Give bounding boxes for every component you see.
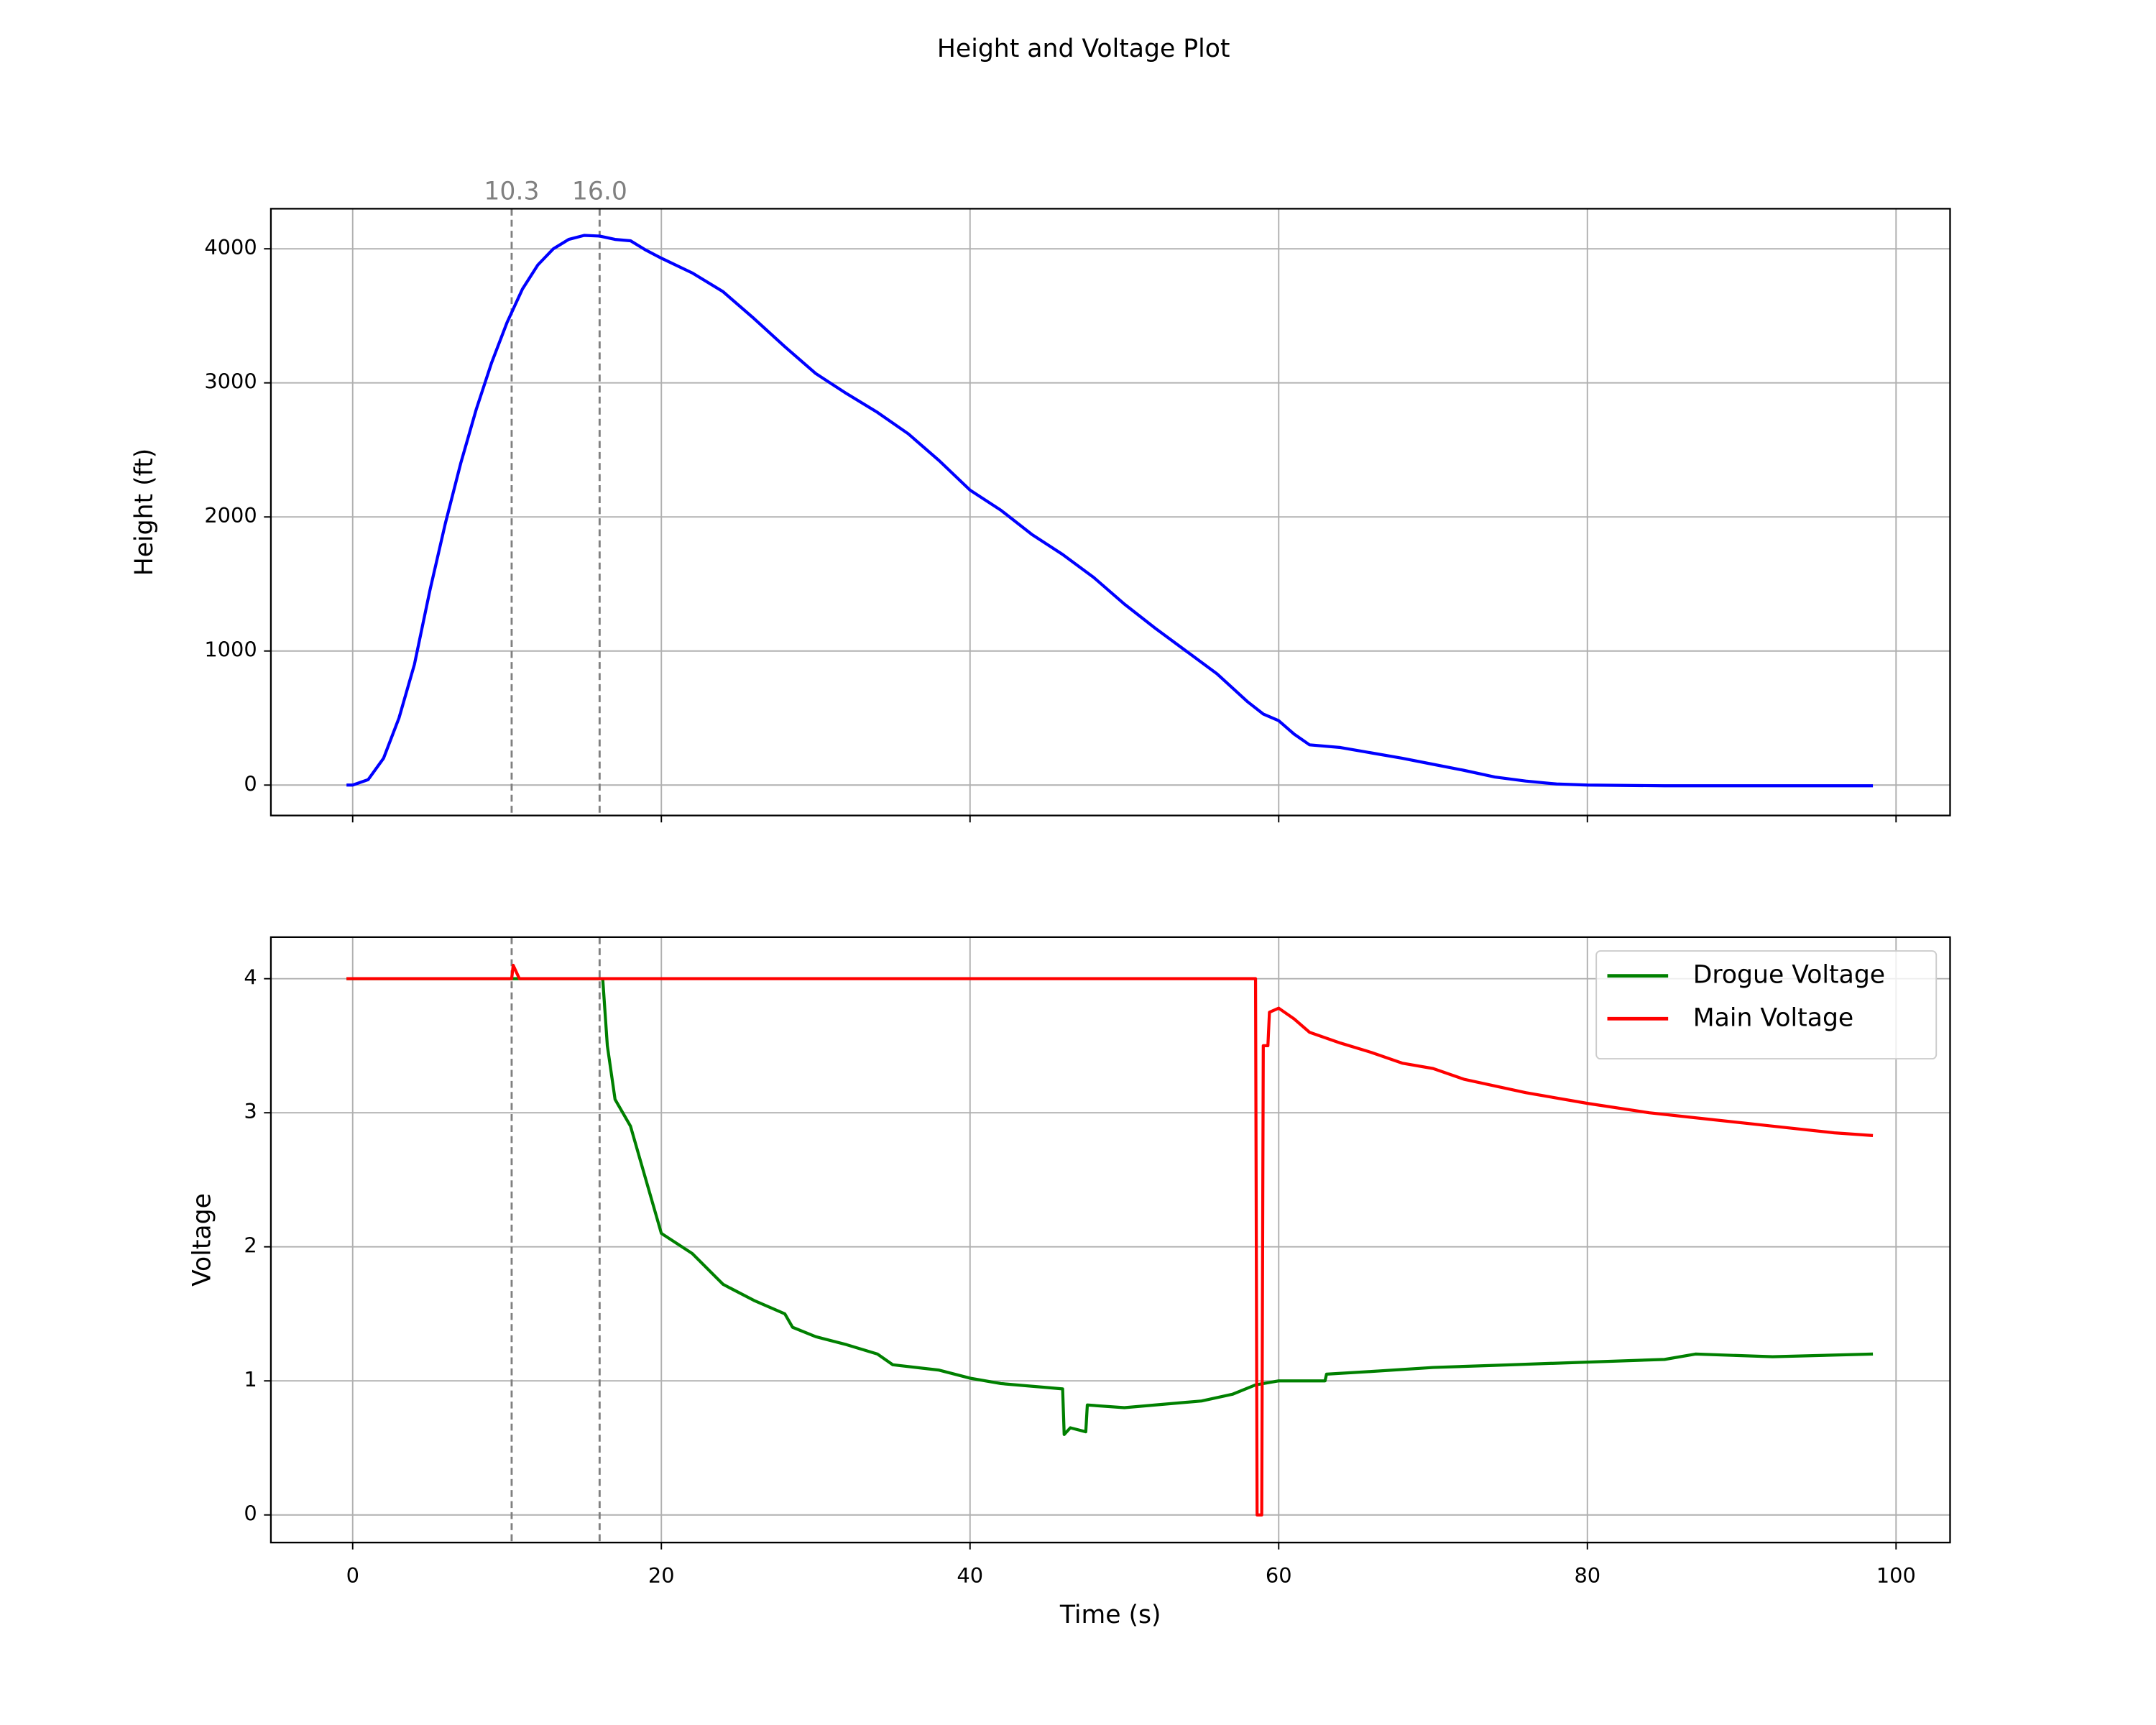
x-tick-label: 80 <box>1574 1563 1600 1588</box>
y-axis-label: Voltage <box>188 1193 217 1287</box>
figure-title: Height and Voltage Plot <box>937 34 1230 63</box>
y-tick-label: 1 <box>244 1367 257 1392</box>
y-tick-label: 4000 <box>204 235 257 259</box>
legend-label: Drogue Voltage <box>1693 961 1885 990</box>
data-line <box>346 977 1874 1436</box>
y-tick-label: 0 <box>244 771 257 796</box>
axes-frame <box>270 936 1951 1544</box>
y-tick-label: 2 <box>244 1233 257 1258</box>
x-tick-label: 0 <box>346 1563 359 1588</box>
y-tick-label: 2000 <box>204 503 257 528</box>
y-axis-label: Height (ft) <box>130 448 159 576</box>
legend-box <box>1595 950 1938 1060</box>
x-tick-label: 60 <box>1266 1563 1292 1588</box>
y-tick-label: 3000 <box>204 369 257 394</box>
y-tick-label: 1000 <box>204 638 257 662</box>
y-tick-label: 3 <box>244 1099 257 1123</box>
y-tick-label: 0 <box>244 1501 257 1526</box>
x-tick-label: 20 <box>648 1563 675 1588</box>
y-tick-label: 4 <box>244 965 257 990</box>
x-axis-label: Time (s) <box>1059 1601 1161 1629</box>
axes-frame <box>270 208 1951 816</box>
legend-label: Main Voltage <box>1693 1003 1853 1032</box>
x-tick-label: 100 <box>1876 1563 1916 1588</box>
data-line <box>346 963 1874 1517</box>
data-line <box>346 234 1874 788</box>
event-label: 10.3 <box>484 177 539 206</box>
x-tick-label: 40 <box>957 1563 983 1588</box>
event-label: 16.0 <box>572 177 627 206</box>
